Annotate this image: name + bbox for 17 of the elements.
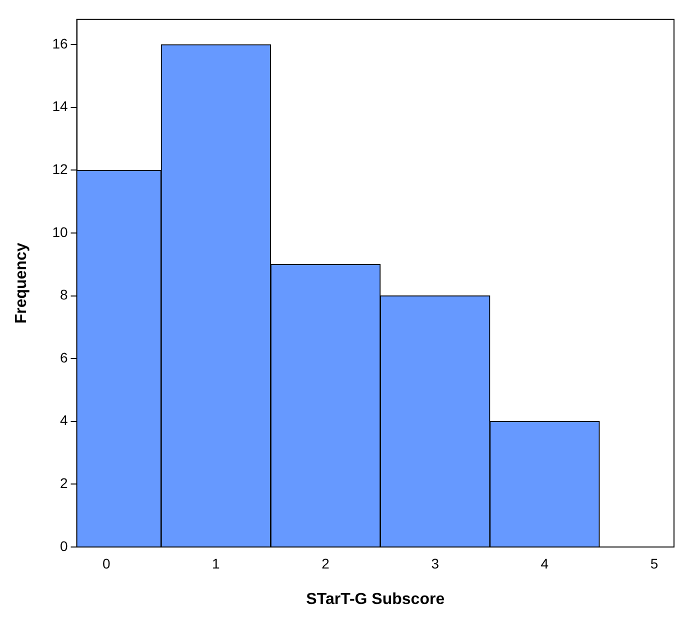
y-tick-label: 2 [60, 475, 68, 492]
x-tick-label: 5 [650, 555, 658, 572]
x-tick-label: 1 [212, 555, 220, 572]
x-tick-label: 3 [431, 555, 440, 572]
y-tick-label: 4 [60, 412, 68, 428]
x-axis-title: STarT-G Subscore [306, 590, 445, 608]
y-tick-label: 10 [52, 224, 68, 240]
y-tick-label: 8 [60, 286, 68, 303]
x-tick-label: 4 [540, 555, 549, 572]
y-axis-title: Frequency [13, 242, 30, 324]
y-tick-label: 6 [60, 349, 68, 366]
y-tick-label: 16 [52, 35, 68, 52]
y-tick-label: 14 [52, 98, 68, 114]
x-tick-label: 2 [322, 555, 330, 572]
y-tick-label: 0 [60, 538, 68, 554]
x-tick-label: 0 [102, 555, 110, 572]
y-tick-label: 12 [52, 161, 68, 177]
